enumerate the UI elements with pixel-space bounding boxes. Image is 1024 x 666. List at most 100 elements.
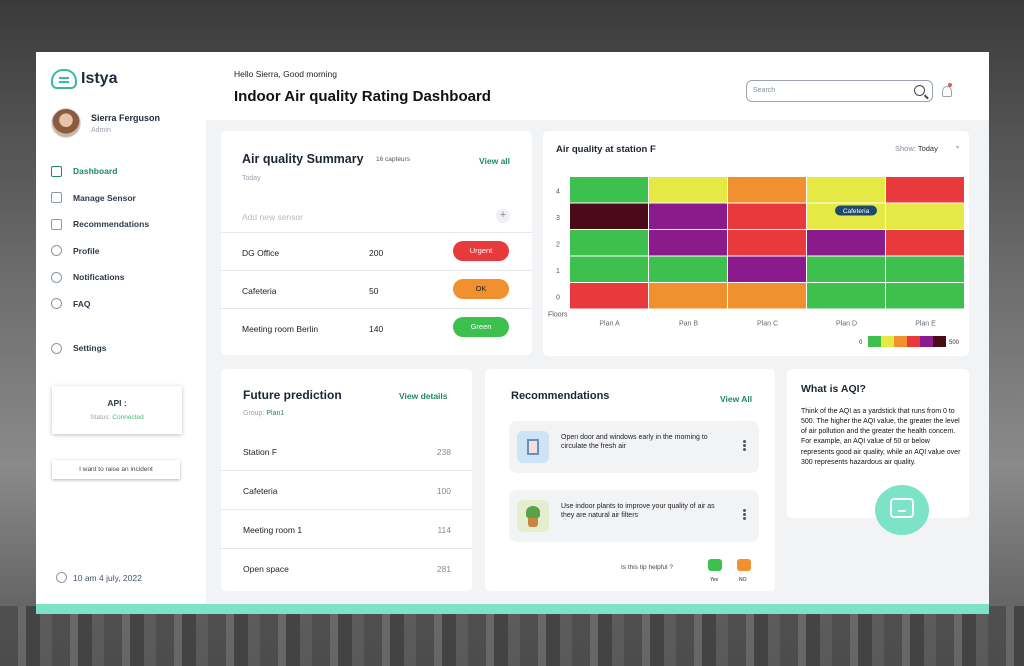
status-badge[interactable]: Urgent	[453, 241, 509, 261]
status-badge[interactable]: OK	[453, 279, 509, 299]
raise-incident-button[interactable]: I want to raise an incident	[52, 460, 180, 479]
cloud-logo-icon	[51, 69, 77, 89]
logo[interactable]: Istya	[51, 69, 117, 89]
list-item[interactable]: Cafeteria 100	[221, 471, 472, 510]
heatmap-cell[interactable]	[570, 203, 648, 230]
heatmap-cell[interactable]	[649, 283, 727, 309]
heatmap-cell[interactable]	[649, 177, 727, 203]
heatmap-cell[interactable]	[807, 177, 885, 203]
recommendation-item[interactable]: Use indoor plants to improve your qualit…	[509, 490, 759, 542]
view-details-link[interactable]: View details	[399, 391, 448, 401]
thumbs-down-icon[interactable]	[737, 559, 751, 571]
heatmap-cell[interactable]	[570, 283, 648, 309]
plus-icon[interactable]: +	[496, 209, 510, 223]
heatmap-cell[interactable]	[728, 203, 806, 230]
clock-icon	[56, 572, 67, 583]
sidebar-item-label: FAQ	[73, 298, 91, 309]
heatmap-cell[interactable]	[728, 177, 806, 203]
air-quality-summary-card: Air quality Summary 16 capteurs View all…	[221, 131, 532, 355]
heatmap-cell[interactable]	[728, 283, 806, 309]
heatmap-cell[interactable]	[886, 283, 964, 309]
status-badge[interactable]: Green	[453, 317, 509, 337]
sidebar-item-notifications[interactable]: Notifications	[51, 264, 149, 291]
heatmap-cell[interactable]	[570, 177, 648, 203]
heatmap-cell[interactable]	[649, 203, 727, 230]
heatmap-cell[interactable]	[807, 283, 885, 309]
add-sensor-input[interactable]: Add new sensor	[242, 212, 303, 222]
sidebar-item-label: Dashboard	[73, 166, 118, 177]
user-role: Admin	[91, 126, 111, 134]
user-icon	[51, 245, 62, 257]
sensor-name: DG Office	[242, 248, 280, 258]
api-status-card: API : Status: Connected	[52, 386, 182, 434]
table-row[interactable]: Meeting room Berlin 140 Green	[221, 309, 532, 347]
summary-title: Air quality Summary	[242, 152, 364, 166]
search-icon[interactable]	[914, 85, 925, 96]
more-options-icon[interactable]	[743, 440, 746, 443]
x-tick-label: Pan B	[679, 321, 698, 328]
view-all-recommendations-link[interactable]: View All	[720, 394, 753, 404]
view-all-link[interactable]: View all	[479, 156, 511, 166]
recommendation-item[interactable]: Open door and windows early in the morni…	[509, 421, 759, 473]
sensor-value: 50	[369, 286, 379, 296]
search-input[interactable]: Search	[746, 80, 933, 102]
aqi-title: What is AQI?	[801, 383, 866, 395]
sidebar-item-recommendations[interactable]: Recommendations	[51, 211, 149, 238]
list-item[interactable]: Meeting room 1 114	[221, 510, 472, 549]
grid-icon	[51, 165, 62, 177]
heatmap-cell[interactable]	[886, 177, 964, 203]
heatmap-cell[interactable]	[886, 230, 964, 256]
chevron-down-icon[interactable]: ▾	[956, 145, 960, 151]
heatmap-cell[interactable]	[570, 256, 648, 283]
sidebar-item-label: Notifications	[73, 272, 125, 283]
sidebar-nav: Dashboard Manage Sensor Recommendations …	[51, 158, 149, 317]
chat-button[interactable]	[875, 485, 929, 535]
heatmap-cell[interactable]	[728, 256, 806, 283]
sensor-name: Meeting room Berlin	[242, 324, 319, 334]
table-row[interactable]: DG Office 200 Urgent	[221, 233, 532, 271]
heatmap-cell[interactable]	[807, 230, 885, 256]
header: Hello Sierra, Good morning Indoor Air qu…	[206, 52, 989, 120]
station-value: 114	[437, 525, 451, 535]
tooltip-bg	[835, 205, 877, 216]
helpful-question: Is this tip helpful ?	[621, 564, 674, 571]
user-profile[interactable]: Sierra Ferguson Admin	[51, 108, 160, 138]
show-select[interactable]: Show: Today	[895, 144, 938, 153]
recommendations-card: Recommendations View All Open door and w…	[485, 369, 775, 591]
heatmap-cell[interactable]	[570, 230, 648, 256]
no-label: NO	[739, 577, 747, 583]
x-tick-label: Plan C	[757, 321, 778, 328]
user-name: Sierra Ferguson	[91, 112, 161, 123]
sidebar-item-dashboard[interactable]: Dashboard	[51, 158, 149, 185]
tooltip-text: Cafeteria	[843, 208, 870, 215]
heatmap-cell[interactable]	[728, 230, 806, 256]
window-icon	[517, 431, 549, 463]
notification-bell-icon[interactable]	[942, 86, 952, 97]
table-row[interactable]: Cafeteria 50 OK	[221, 271, 532, 309]
list-item[interactable]: Station F 238	[221, 432, 472, 471]
sidebar-item-profile[interactable]: Profile	[51, 238, 149, 265]
heatmap-cell[interactable]	[649, 256, 727, 283]
sidebar: Istya Sierra Ferguson Admin Dashboard Ma…	[36, 52, 206, 604]
heatmap-cell[interactable]	[886, 203, 964, 230]
future-title: Future prediction	[243, 388, 342, 402]
more-options-icon[interactable]	[743, 509, 746, 512]
list-icon	[51, 218, 62, 230]
sidebar-item-settings[interactable]: Settings	[51, 335, 107, 362]
heatmap-cell[interactable]	[886, 256, 964, 283]
legend-swatch	[894, 336, 907, 347]
station-value: 281	[436, 564, 451, 574]
plant-icon	[517, 500, 549, 532]
heatmap-cell[interactable]	[649, 230, 727, 256]
page-title: Indoor Air quality Rating Dashboard	[234, 88, 491, 105]
sidebar-item-faq[interactable]: FAQ	[51, 291, 149, 318]
bell-icon	[51, 271, 62, 283]
sidebar-item-manage-sensor[interactable]: Manage Sensor	[51, 185, 149, 212]
logo-text: Istya	[81, 70, 118, 87]
heatmap-cell[interactable]	[807, 256, 885, 283]
sensor-name: Cafeteria	[242, 286, 277, 296]
thumbs-up-icon[interactable]	[708, 559, 722, 571]
add-sensor-row[interactable]: Add new sensor +	[221, 201, 532, 233]
list-item[interactable]: Open space 281	[221, 549, 472, 588]
group-value: Plan1	[266, 410, 285, 417]
